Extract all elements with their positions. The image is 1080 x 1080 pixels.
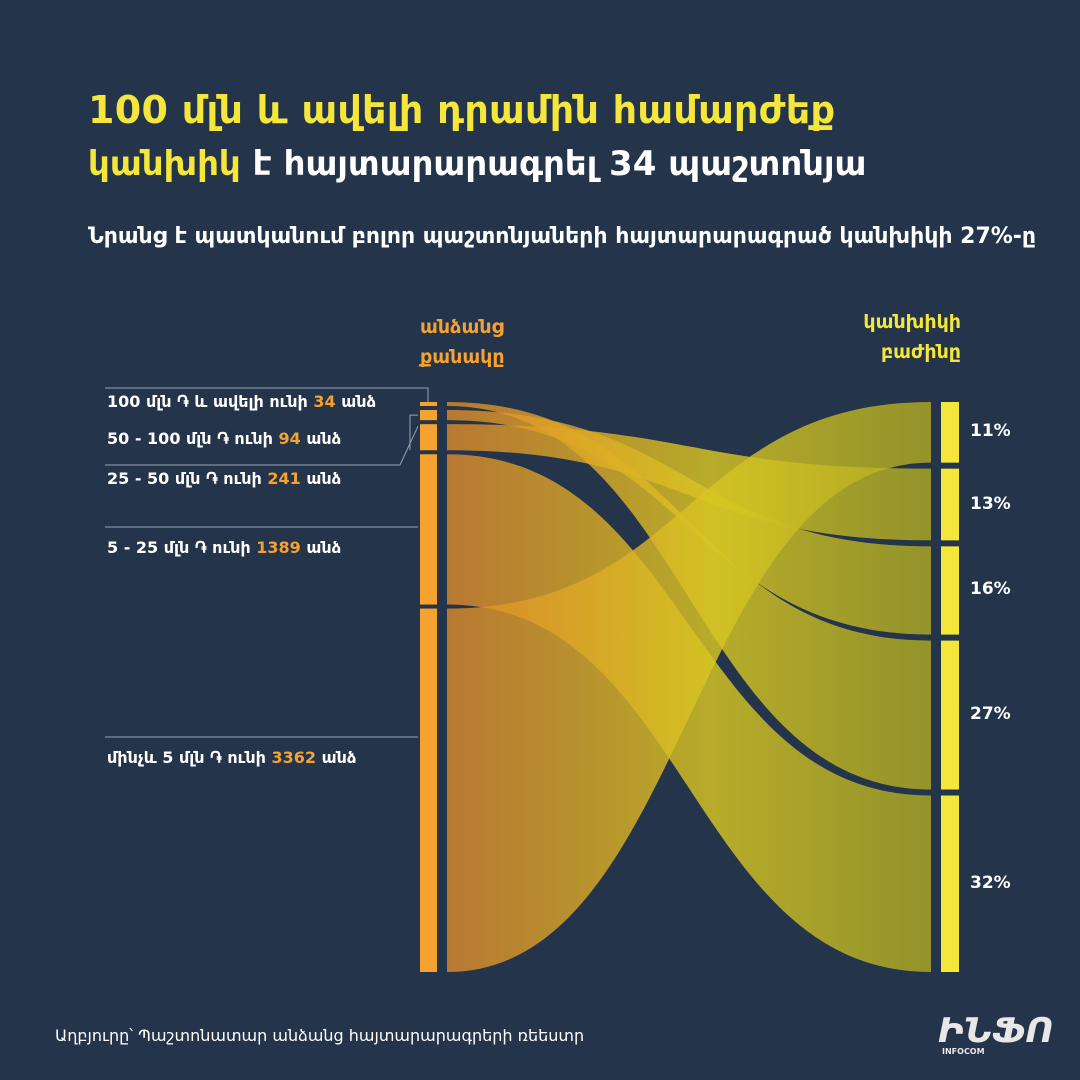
group-count: 34 bbox=[313, 392, 336, 411]
group-label-text: 50 - 100 մլն ֏ ունի bbox=[107, 429, 279, 448]
group-label-2: 25 - 50 մլն ֏ ունի 241 անձ bbox=[107, 469, 341, 489]
title-rest: է հայտարարագրել 34 պաշտոնյա bbox=[240, 144, 867, 184]
left-bar-4 bbox=[420, 608, 437, 972]
group-label-suffix: անձ bbox=[300, 469, 342, 488]
logo-sub: INFOCOM bbox=[942, 1047, 985, 1056]
right-bars bbox=[941, 402, 959, 972]
share-label-4: 11% bbox=[970, 421, 1011, 442]
flows bbox=[447, 402, 931, 972]
left-bars bbox=[420, 402, 437, 972]
title-line-1: 100 մլն և ավելի դրամին համարժեք bbox=[88, 88, 836, 132]
group-label-4: մինչև 5 մլն ֏ ունի 3362 անձ bbox=[107, 748, 357, 768]
group-label-3: 5 - 25 մլն ֏ ունի 1389 անձ bbox=[107, 538, 341, 558]
connector-line-1 bbox=[409, 414, 418, 450]
group-count: 3362 bbox=[271, 748, 316, 767]
title-line-2: կանխիկ է հայտարարագրել 34 պաշտոնյա bbox=[88, 144, 866, 184]
group-count: 94 bbox=[278, 429, 301, 448]
right-bar-0 bbox=[941, 640, 959, 790]
group-count: 1389 bbox=[256, 538, 301, 557]
group-label-suffix: անձ bbox=[316, 748, 357, 767]
group-count: 241 bbox=[267, 469, 301, 488]
left-bar-0 bbox=[420, 402, 437, 406]
left-column-heading: անձանց քանակը bbox=[420, 312, 505, 372]
source-note: Աղբյուրը՝ Պաշտոնատար անձանց հայտարարագրե… bbox=[55, 1026, 585, 1045]
left-bar-1 bbox=[420, 410, 437, 421]
right-bar-4 bbox=[941, 402, 959, 463]
share-label-1: 16% bbox=[970, 579, 1011, 600]
left-heading-line-1: անձանց bbox=[420, 316, 504, 338]
subtitle: Նրանց է պատկանում բոլոր պաշտոնյաների հայ… bbox=[88, 224, 1037, 249]
right-bar-1 bbox=[941, 546, 959, 635]
right-heading-line-1: կանխիկի bbox=[863, 311, 961, 333]
connector-line-0 bbox=[105, 387, 429, 404]
group-label-suffix: անձ bbox=[300, 538, 342, 557]
share-label-3: 32% bbox=[970, 872, 1011, 893]
flow-band-0 bbox=[447, 402, 931, 790]
group-label-text: մինչև 5 մլն ֏ ունի bbox=[107, 748, 272, 767]
right-bar-2 bbox=[941, 468, 959, 541]
group-label-text: 25 - 50 մլն ֏ ունի bbox=[107, 469, 268, 488]
right-bar-3 bbox=[941, 795, 959, 972]
share-label-0: 27% bbox=[970, 704, 1011, 725]
label-connectors bbox=[105, 387, 429, 738]
infocom-logo: ԻՆՖՈ INFOCOM bbox=[938, 1011, 1054, 1056]
connector-line-2 bbox=[105, 425, 419, 466]
group-label-suffix: անձ bbox=[300, 429, 342, 448]
group-label-0: 100 մլն ֏ և ավելի ունի 34 անձ bbox=[107, 392, 376, 412]
group-label-1: 50 - 100 մլն ֏ ունի 94 անձ bbox=[107, 429, 341, 449]
left-heading-line-2: քանակը bbox=[420, 346, 505, 368]
logo-mark: ԻՆՖՈ bbox=[938, 1011, 1054, 1051]
right-heading-line-2: բաժինը bbox=[880, 341, 961, 363]
group-label-text: 100 մլն ֏ և ավելի ունի bbox=[107, 392, 314, 411]
right-column-heading: կանխիկի բաժինը bbox=[863, 307, 961, 367]
title-highlight: կանխիկ bbox=[88, 144, 241, 184]
flow-band-3 bbox=[447, 454, 931, 972]
group-label-text: 5 - 25 մլն ֏ ունի bbox=[107, 538, 257, 557]
group-label-suffix: անձ bbox=[335, 392, 377, 411]
left-bar-3 bbox=[420, 454, 437, 605]
left-bar-2 bbox=[420, 424, 437, 451]
share-label-2: 13% bbox=[970, 493, 1011, 514]
